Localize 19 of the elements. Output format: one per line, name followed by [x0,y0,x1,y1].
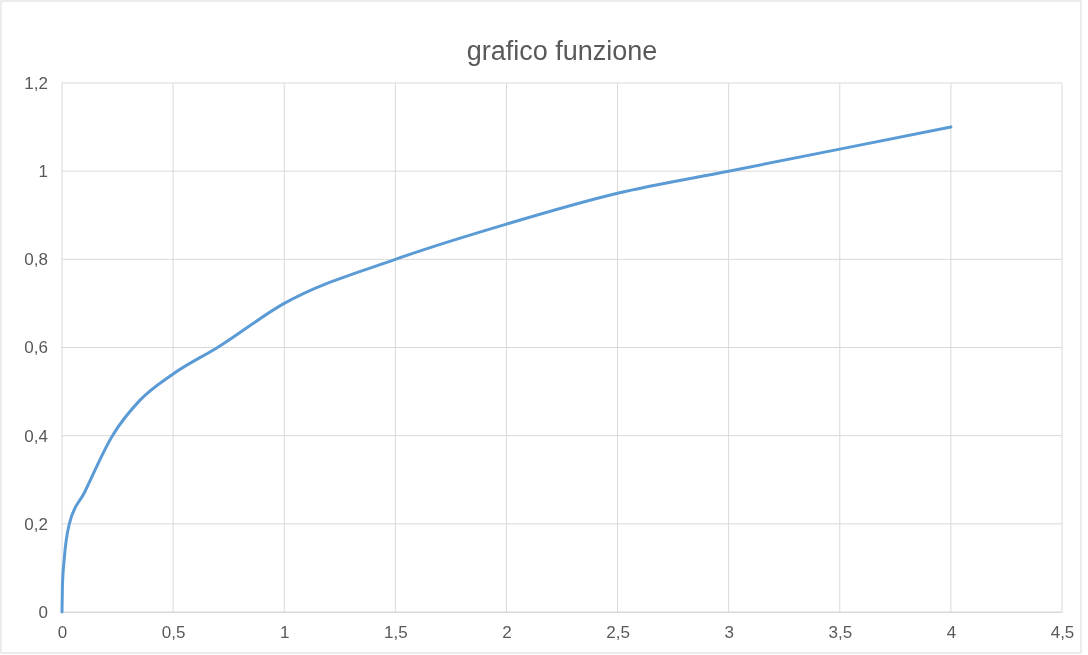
x-tick-label: 3 [724,623,734,643]
chart-title: grafico funzione [466,36,658,66]
line-series [60,125,953,614]
y-tick-label: 1 [38,162,48,182]
x-tick-label: 0,5 [161,623,186,643]
x-tick-label: 2,5 [606,623,630,643]
x-tick-label: 4,5 [1050,623,1075,643]
x-tick-label: 2 [502,623,512,643]
x-tick-label: 1 [279,623,290,643]
x-tick-label: 4 [946,623,957,643]
y-tick-label: 0,8 [24,250,48,270]
x-tick-label: 0 [57,623,68,643]
y-tick-label: 0 [38,602,48,622]
y-tick-label: 1,2 [24,73,48,93]
x-tick-label: 3,5 [828,623,853,643]
y-tick-label: 0,2 [24,514,48,534]
y-tick-label: 0,4 [24,426,48,446]
y-tick-label: 0,6 [24,338,48,358]
x-tick-label: 1,5 [384,623,408,643]
